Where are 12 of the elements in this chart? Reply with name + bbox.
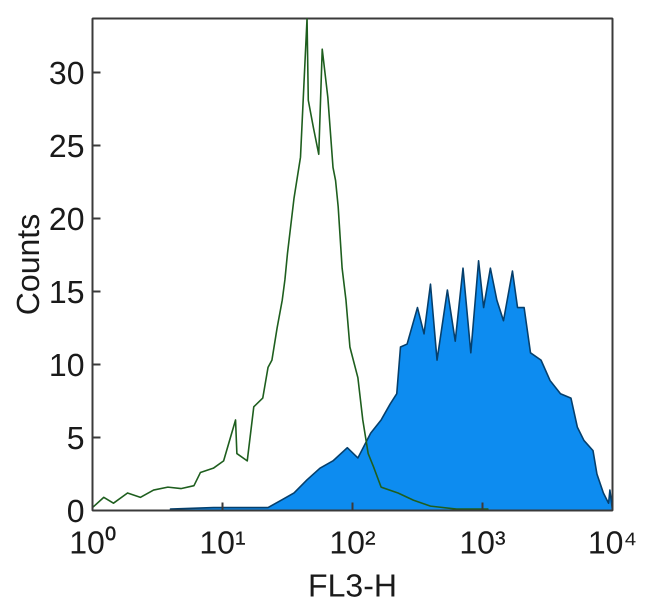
x-tick-label: 10³ — [459, 524, 506, 560]
y-tick-label: 30 — [48, 55, 84, 92]
y-tick-label: 15 — [48, 274, 84, 310]
x-tick-label: 10⁴ — [588, 524, 638, 560]
y-tick-label: 10 — [48, 347, 84, 384]
x-axis-title: FL3-H — [308, 568, 397, 604]
y-tick-label: 20 — [48, 201, 84, 238]
x-tick-label: 10¹ — [199, 524, 246, 560]
y-tick-label: 5 — [66, 420, 84, 456]
y-axis-title: Counts — [10, 214, 46, 316]
x-tick-label: 10² — [329, 524, 376, 560]
y-tick-label: 25 — [48, 128, 84, 164]
